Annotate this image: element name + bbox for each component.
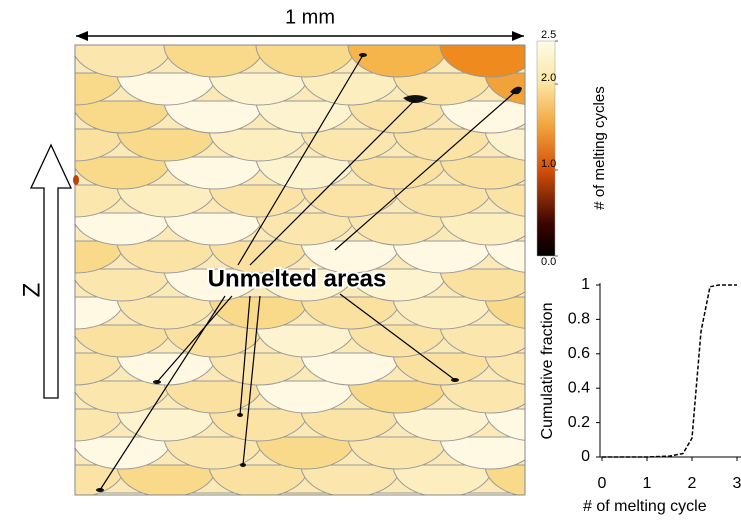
colorbar <box>536 40 556 257</box>
colorbar-label: # of melting cycles <box>591 86 608 209</box>
scale-label: 1 mm <box>285 6 335 28</box>
melt-pool <box>484 296 525 329</box>
map-frame <box>74 44 526 496</box>
leader-line <box>156 295 233 383</box>
y-axis-label: Cumulative fraction <box>539 303 556 440</box>
y-tick-label: 0 <box>581 448 590 465</box>
melt-pool <box>439 492 525 495</box>
y-tick-label: 0.6 <box>568 345 590 362</box>
leader-line <box>334 91 516 251</box>
melt-pool <box>439 324 525 358</box>
y-tick-label: 0.8 <box>568 311 590 328</box>
annotation: Unmelted areas <box>208 265 387 292</box>
melt-pool <box>255 492 357 495</box>
melt-pool <box>75 324 81 340</box>
melt-pool <box>75 492 173 495</box>
colorbar-tick-label: 2.5 <box>541 29 556 41</box>
unmelted-spot <box>510 86 522 95</box>
x-tick-label: 3 <box>733 475 741 492</box>
build-direction: Z <box>18 283 45 298</box>
x-tick-label: 2 <box>688 475 697 492</box>
leader-line <box>99 295 226 491</box>
leader-line <box>242 295 261 466</box>
colorbar-tick-label: 1.0 <box>541 158 556 170</box>
scale-bar: 1 mm <box>76 6 524 41</box>
melt-pool <box>484 240 525 273</box>
melt-pool <box>484 128 525 161</box>
melt-pool-map <box>75 45 525 495</box>
y-tick-label: 1 <box>581 276 590 293</box>
leader-line <box>249 99 416 266</box>
melt-pool <box>75 100 81 116</box>
melt-pool <box>439 212 525 246</box>
melt-pool <box>163 492 265 495</box>
melt-pool <box>439 380 525 414</box>
melt-pool <box>439 268 525 302</box>
colorbar-ticks: 2.5 2.0 1.0 0.0 <box>541 29 558 268</box>
leader-line <box>339 293 456 381</box>
cumulative-chart: 0 0.2 0.4 0.6 0.8 1 0 1 2 3 Cumulative fraction # o… <box>539 276 741 515</box>
colorbar-tick-label: 0.0 <box>541 256 556 268</box>
build-arrow <box>29 143 73 399</box>
melt-pool <box>75 212 81 228</box>
melt-pool <box>75 45 81 60</box>
melt-pool <box>75 436 81 452</box>
data-line <box>602 284 737 458</box>
unmelted-spot <box>73 175 79 185</box>
annotation-lines <box>99 54 516 491</box>
melt-pool <box>75 492 81 495</box>
melt-pool <box>439 45 525 78</box>
melt-pool <box>439 156 525 190</box>
melt-pool <box>484 184 525 217</box>
leader-line <box>239 295 251 416</box>
x-tick-label: 1 <box>643 475 652 492</box>
melt-pool <box>484 408 525 441</box>
melt-pool <box>439 436 525 470</box>
melt-pool <box>75 380 81 396</box>
colorbar-tick-label: 2.0 <box>541 72 556 84</box>
x-tick-label: 0 <box>598 475 607 492</box>
melt-pool <box>484 72 525 105</box>
melt-pool <box>484 464 525 495</box>
y-tick-label: 0.2 <box>568 414 590 431</box>
melt-pool <box>347 492 449 495</box>
melt-pool <box>439 100 525 134</box>
melt-pool <box>484 352 525 385</box>
x-axis-label: # of melting cycle <box>583 498 707 515</box>
leader-line <box>237 54 364 266</box>
unmelted-spot <box>403 95 428 103</box>
y-tick-label: 0.4 <box>568 379 590 396</box>
